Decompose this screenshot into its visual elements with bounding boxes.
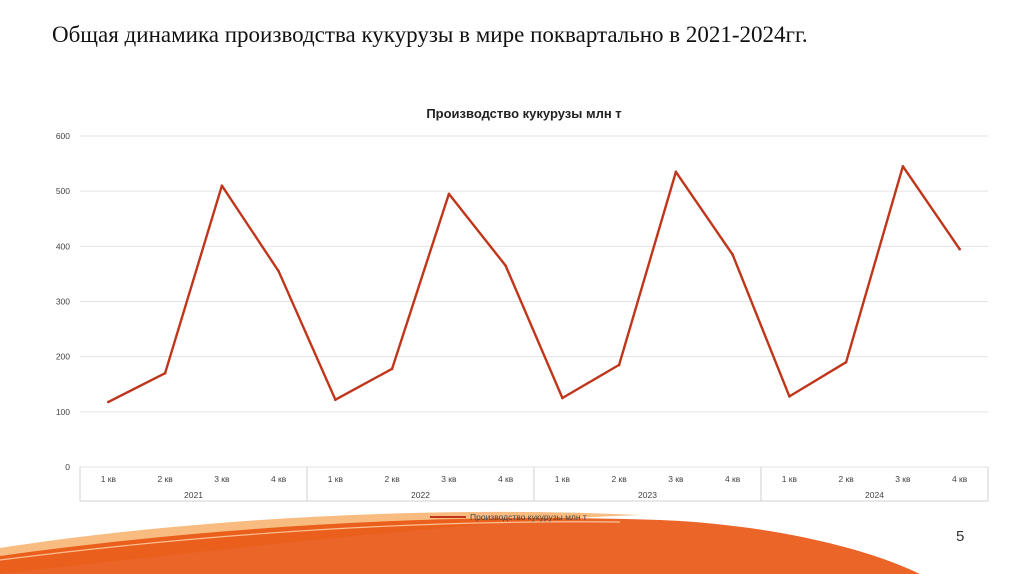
y-tick-label: 0 — [65, 462, 70, 472]
x-tick-label: 3 кв — [441, 474, 457, 484]
x-tick-label: 4 кв — [498, 474, 514, 484]
legend-label: Производство кукурузы млн т — [470, 512, 587, 522]
x-tick-label: 2 кв — [384, 474, 400, 484]
data-point — [107, 400, 110, 404]
data-point — [277, 269, 280, 273]
x-axis: 1 кв 2 кв 3 кв 4 кв 1 кв 2 кв 3 кв 4 кв 1 кв 2 кв… — [79, 467, 989, 502]
x-tick-label: 3 кв — [895, 474, 911, 484]
x-tick-label: 2 кв — [157, 474, 173, 484]
background-swoosh — [0, 511, 920, 574]
grid-lines — [80, 135, 988, 468]
x-tick-label: 1 кв — [555, 474, 571, 484]
x-tick-label: 1 кв — [328, 474, 344, 484]
x-tick-label: 3 кв — [214, 474, 230, 484]
data-point — [334, 398, 337, 401]
y-tick-label: 500 — [56, 186, 70, 196]
x-tick-label: 2 кв — [838, 474, 854, 484]
data-point — [163, 371, 167, 375]
data-point — [617, 363, 621, 367]
data-point — [447, 192, 451, 196]
data-point — [958, 247, 961, 251]
data-point — [504, 264, 507, 267]
chart-title: Производство кукурузы млн т — [426, 106, 621, 121]
slide-title: Общая динамика производства кукурузы в м… — [52, 22, 808, 47]
x-group-label: 2022 — [411, 490, 430, 500]
y-tick-label: 400 — [56, 241, 70, 251]
y-tick-label: 600 — [56, 131, 70, 141]
y-axis: 0 100 200 300 400 500 600 — [56, 131, 70, 472]
swoosh-dark — [0, 517, 920, 574]
legend: Производство кукурузы млн т — [430, 512, 587, 522]
x-group-label: 2023 — [638, 490, 657, 500]
data-point — [674, 170, 678, 174]
data-point — [901, 165, 905, 168]
data-point — [788, 395, 791, 398]
x-tick-label: 1 кв — [101, 474, 117, 484]
data-point — [220, 184, 224, 187]
swoosh-highlight — [0, 521, 621, 561]
page-number: 5 — [956, 528, 965, 545]
y-tick-label: 300 — [56, 297, 70, 307]
x-tick-label: 1 кв — [782, 474, 798, 484]
series-line-group — [107, 165, 961, 404]
x-group-label: 2024 — [865, 490, 884, 500]
series-line — [107, 165, 961, 404]
x-tick-label: 4 кв — [952, 474, 968, 484]
y-tick-label: 100 — [56, 407, 70, 417]
x-tick-label: 4 кв — [271, 474, 287, 484]
data-point — [731, 253, 734, 256]
data-point — [390, 367, 394, 371]
data-point — [844, 360, 848, 364]
x-tick-label: 4 кв — [725, 474, 741, 484]
y-tick-label: 200 — [56, 352, 70, 362]
x-tick-label: 2 кв — [611, 474, 627, 484]
x-tick-label: 3 кв — [668, 474, 684, 484]
x-group-label: 2021 — [184, 490, 203, 500]
data-point — [561, 396, 564, 400]
